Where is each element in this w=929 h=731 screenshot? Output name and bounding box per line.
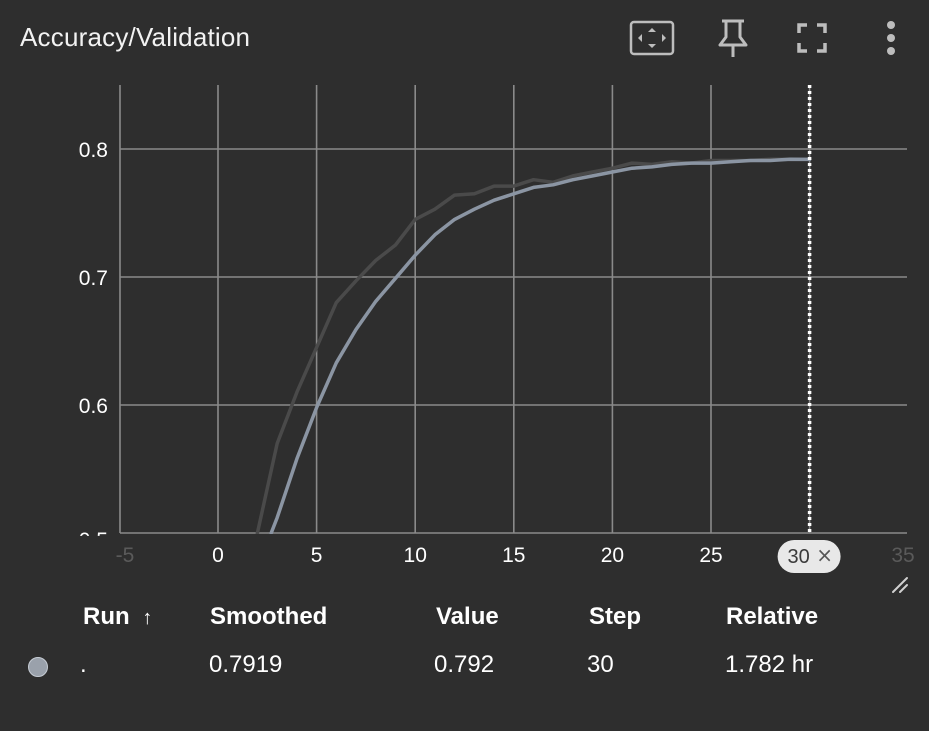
smoothed-column-header[interactable]: Smoothed xyxy=(210,603,328,630)
x-tick-label: 25 xyxy=(699,544,722,567)
value-column-header[interactable]: Value xyxy=(436,603,499,630)
run-header-label: Run xyxy=(83,603,130,630)
run-column-header[interactable]: Run ↑ xyxy=(83,603,152,631)
x-tick-label: 20 xyxy=(601,544,624,567)
x-tick-label: 0 xyxy=(212,544,224,567)
pin-icon[interactable] xyxy=(710,16,756,60)
step-cursor-label: 30 xyxy=(787,546,809,568)
y-tick-label: 0.5 xyxy=(79,529,108,552)
step-value: 30 xyxy=(587,651,614,678)
table-header: Run ↑ Smoothed Value Step Relative xyxy=(0,597,929,637)
y-tick-label: 0.7 xyxy=(79,267,108,290)
line-chart[interactable]: -5 0 5 10 15 20 25 30 35 0.5 0.6 0.7 0.8 30 × xyxy=(0,0,929,600)
chart-grid xyxy=(119,85,907,534)
card-title: Accuracy/Validation xyxy=(20,22,251,52)
raw-value: 0.792 xyxy=(434,651,495,678)
smoothed-value: 0.7919 xyxy=(209,651,283,678)
close-icon[interactable]: × xyxy=(816,543,833,567)
y-tick-label: 0.6 xyxy=(79,395,108,418)
smoothed-series-line xyxy=(269,157,812,534)
run-name: . xyxy=(80,651,87,678)
resize-handle-icon[interactable] xyxy=(889,574,911,596)
x-tick-label: 5 xyxy=(311,544,323,567)
relative-column-header[interactable]: Relative xyxy=(726,603,819,630)
relative-time-value: 1.782 hr xyxy=(725,651,814,678)
x-tick-label: 15 xyxy=(502,544,525,567)
fullscreen-icon[interactable] xyxy=(789,16,835,60)
chart-series xyxy=(255,157,812,534)
y-tick-label: 0.8 xyxy=(79,139,108,162)
x-tick-label: 10 xyxy=(404,544,427,567)
sort-arrow-icon: ↑ xyxy=(142,607,153,629)
more-vert-icon[interactable] xyxy=(868,16,914,60)
x-tick-label: 35 xyxy=(891,544,914,567)
fit-domain-icon[interactable] xyxy=(629,16,675,60)
table-row: . 0.7919 0.792 30 1.782 hr xyxy=(0,645,929,685)
step-cursor: 30 × xyxy=(777,85,841,573)
raw-series-line xyxy=(255,157,812,534)
x-tick-label: -5 xyxy=(116,544,135,567)
step-cursor-chip[interactable] xyxy=(777,540,841,573)
axis-tick-labels: -5 0 5 10 15 20 25 30 35 0.5 0.6 0.7 0.8 xyxy=(79,139,915,567)
run-color-dot[interactable] xyxy=(28,657,48,677)
step-column-header[interactable]: Step xyxy=(589,603,642,630)
